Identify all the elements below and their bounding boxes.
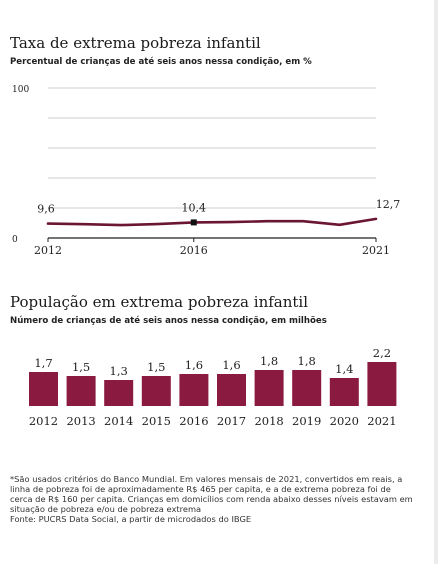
bar-value-label: 1,8 — [260, 354, 278, 368]
category-label: 2016 — [179, 414, 208, 428]
bar — [141, 376, 171, 406]
y-tick-label: 0 — [12, 235, 18, 245]
category-label: 2018 — [254, 414, 283, 428]
category-label: 2019 — [292, 414, 321, 428]
bar-chart-subtitle: Número de crianças de até seis anos ness… — [10, 316, 327, 326]
category-label: 2020 — [330, 414, 359, 428]
page-edge — [434, 0, 438, 564]
x-tick-label: 2012 — [34, 244, 62, 257]
data-label: 9,6 — [37, 203, 55, 216]
category-label: 2015 — [142, 414, 171, 428]
category-label: 2012 — [29, 414, 58, 428]
category-label: 2014 — [104, 414, 133, 428]
line-chart-subtitle: Percentual de crianças de até seis anos … — [10, 57, 312, 67]
bar — [292, 370, 322, 406]
x-tick-label: 2016 — [180, 244, 208, 257]
data-label: 10,4 — [182, 201, 207, 214]
bar-value-label: 1,6 — [222, 358, 240, 372]
bar-chart-title: População em extrema pobreza infantil — [10, 293, 309, 311]
data-label: 12,7 — [376, 198, 401, 211]
footnote-source: Fonte: PUCRS Data Social, a partir de mi… — [10, 514, 252, 524]
footnote-criteria: *São usados critérios do Banco Mundial. … — [10, 474, 413, 514]
bar-value-label: 1,4 — [335, 362, 353, 376]
bar — [217, 374, 246, 406]
bar-value-label: 1,6 — [185, 358, 203, 372]
bar-value-label: 1,7 — [34, 356, 52, 370]
bar — [367, 362, 397, 406]
data-point-marker — [190, 219, 197, 226]
category-label: 2013 — [66, 414, 95, 428]
category-label: 2021 — [367, 414, 396, 428]
bar — [104, 380, 134, 406]
x-tick-label: 2021 — [362, 244, 390, 257]
bar — [254, 370, 284, 406]
bar — [29, 372, 58, 406]
bar-value-label: 2,2 — [373, 346, 391, 360]
footnote: *São usados critérios do Banco Mundial. … — [10, 474, 415, 524]
bar-value-label: 1,8 — [298, 354, 316, 368]
bar-value-label: 1,3 — [110, 364, 128, 378]
bar-chart: 1,7 2012 1,5 2013 1,3 2014 1,5 2015 1,6 2016 1,6 20… — [29, 346, 397, 428]
y-tick-label: 100 — [12, 85, 29, 95]
line-chart: 100 0 2012 2016 2021 9,6 10,4 12,7 — [12, 85, 401, 257]
bar-value-label: 1,5 — [147, 360, 165, 374]
category-label: 2017 — [217, 414, 246, 428]
bar — [329, 378, 359, 406]
bar-value-label: 1,5 — [72, 360, 90, 374]
bar — [179, 374, 209, 406]
series-line — [46, 217, 378, 227]
line-chart-title: Taxa de extrema pobreza infantil — [10, 34, 261, 52]
bar — [66, 376, 96, 406]
